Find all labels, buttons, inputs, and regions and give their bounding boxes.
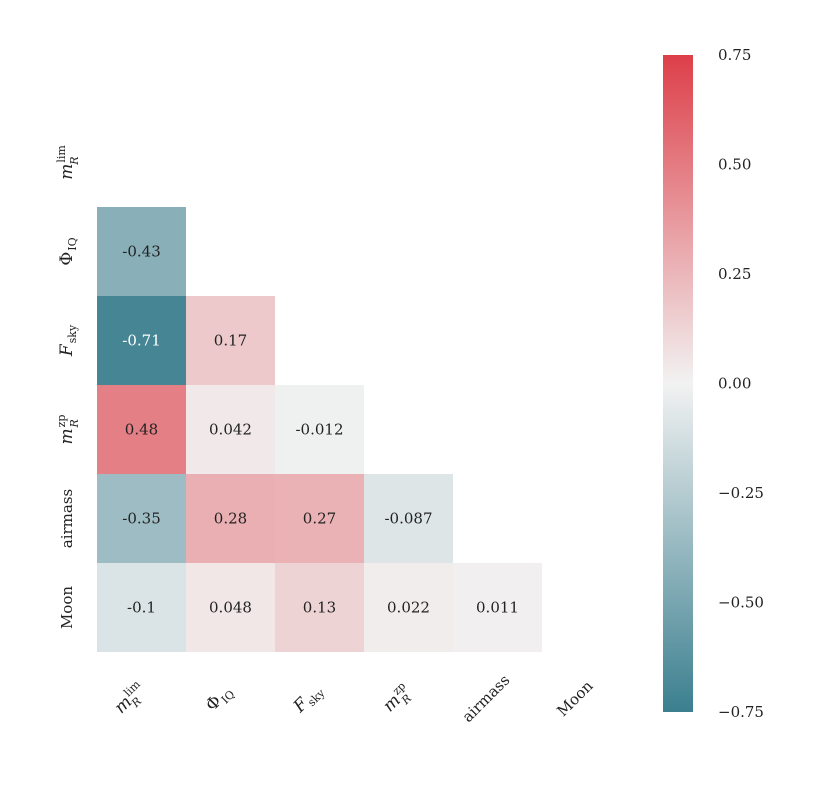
colorbar-tick-label-5: −0.50 bbox=[718, 594, 764, 612]
heatmap-cell-moon-fsky bbox=[275, 563, 364, 652]
y-tick-label-mlim: mlimR bbox=[55, 145, 81, 180]
x-tick-airmass: airmass bbox=[459, 671, 514, 726]
colorbar-tick-label-4: −0.25 bbox=[718, 484, 764, 502]
x-tick-mlim: mlimR bbox=[109, 677, 152, 720]
y-tick-phiiq: ΦIQ bbox=[57, 237, 79, 265]
heatmap-cells: -0.43 -0.71 0.17 0.48 0.042 -0.012 -0.35 0.28 0.… bbox=[97, 207, 542, 652]
heatmap-cell-phiiq-mlim bbox=[97, 207, 186, 296]
cell-value-fsky-phiiq: 0.17 bbox=[214, 332, 247, 350]
heatmap-cell-moon-airmass bbox=[453, 563, 542, 652]
y-tick-mzp: mzpR bbox=[55, 415, 81, 445]
x-axis-tick-labels: mlimR ΦIQ Fsky mzpR airmass Moon bbox=[109, 671, 597, 726]
colorbar-tick-label-1: 0.50 bbox=[718, 156, 751, 174]
heatmap-cell-mzp-fsky bbox=[275, 385, 364, 474]
x-tick-phiiq: ΦIQ bbox=[202, 681, 238, 717]
colorbar-tick-label-0: 0.75 bbox=[718, 46, 751, 64]
cell-value-fsky-mlim: -0.71 bbox=[122, 332, 160, 350]
cell-value-airmass-mlim: -0.35 bbox=[122, 510, 160, 528]
heatmap-cell-mzp-mlim bbox=[97, 385, 186, 474]
heatmap-cell-moon-mzp bbox=[364, 563, 453, 652]
heatmap-cell-fsky-phiiq bbox=[186, 296, 275, 385]
heatmap-cell-mzp-phiiq bbox=[186, 385, 275, 474]
cell-value-mzp-mlim: 0.48 bbox=[125, 421, 158, 439]
y-tick-mlim: mlimR bbox=[55, 145, 81, 180]
y-tick-label-phiiq: ΦIQ bbox=[57, 237, 79, 265]
cell-value-airmass-phiiq: 0.28 bbox=[214, 510, 247, 528]
x-tick-label-airmass: airmass bbox=[459, 671, 514, 726]
colorbar-tick-label-6: −0.75 bbox=[718, 703, 764, 721]
y-tick-label-moon: Moon bbox=[58, 586, 76, 629]
x-tick-fsky: Fsky bbox=[289, 680, 328, 719]
y-axis-tick-labels: mlimR ΦIQ Fsky mzpR airmass Moon bbox=[55, 145, 81, 629]
heatmap-cell-airmass-mzp bbox=[364, 474, 453, 563]
cell-value-moon-phiiq: 0.048 bbox=[209, 599, 252, 617]
y-tick-airmass: airmass bbox=[58, 489, 76, 548]
y-tick-fsky: Fsky bbox=[57, 324, 79, 357]
y-tick-label-mzp: mzpR bbox=[55, 415, 81, 445]
x-tick-mzp: mzpR bbox=[378, 679, 418, 719]
y-tick-moon: Moon bbox=[58, 586, 76, 629]
x-tick-moon: Moon bbox=[553, 677, 596, 720]
cell-value-mzp-fsky: -0.012 bbox=[295, 421, 343, 439]
cell-value-moon-mlim: -0.1 bbox=[127, 599, 156, 617]
x-tick-label-moon: Moon bbox=[553, 677, 596, 720]
cell-value-airmass-mzp: -0.087 bbox=[384, 510, 432, 528]
cell-value-mzp-phiiq: 0.042 bbox=[209, 421, 252, 439]
y-tick-label-fsky: Fsky bbox=[57, 324, 79, 357]
heatmap-cell-airmass-fsky bbox=[275, 474, 364, 563]
cell-value-moon-fsky: 0.13 bbox=[303, 599, 336, 617]
x-tick-label-mlim: mlimR bbox=[109, 677, 152, 720]
colorbar-tick-label-2: 0.25 bbox=[718, 265, 751, 283]
x-tick-label-phiiq: ΦIQ bbox=[202, 681, 238, 717]
colorbar: 0.75 0.50 0.25 0.00 −0.25 −0.50 −0.75 bbox=[663, 46, 764, 721]
x-tick-label-fsky: Fsky bbox=[289, 680, 328, 719]
heatmap-cell-airmass-phiiq bbox=[186, 474, 275, 563]
heatmap-cell-moon-phiiq bbox=[186, 563, 275, 652]
y-tick-label-airmass: airmass bbox=[58, 489, 76, 548]
cell-value-moon-mzp: 0.022 bbox=[387, 599, 430, 617]
heatmap-cell-moon-mlim bbox=[97, 563, 186, 652]
cell-value-airmass-fsky: 0.27 bbox=[303, 510, 336, 528]
cell-value-moon-airmass: 0.011 bbox=[476, 599, 519, 617]
colorbar-gradient bbox=[663, 55, 693, 712]
colorbar-tick-label-3: 0.00 bbox=[718, 375, 751, 393]
x-tick-label-mzp: mzpR bbox=[378, 679, 418, 719]
heatmap-cell-fsky-mlim bbox=[97, 296, 186, 385]
cell-value-phiiq-mlim: -0.43 bbox=[122, 243, 160, 261]
heatmap-cell-airmass-mlim bbox=[97, 474, 186, 563]
